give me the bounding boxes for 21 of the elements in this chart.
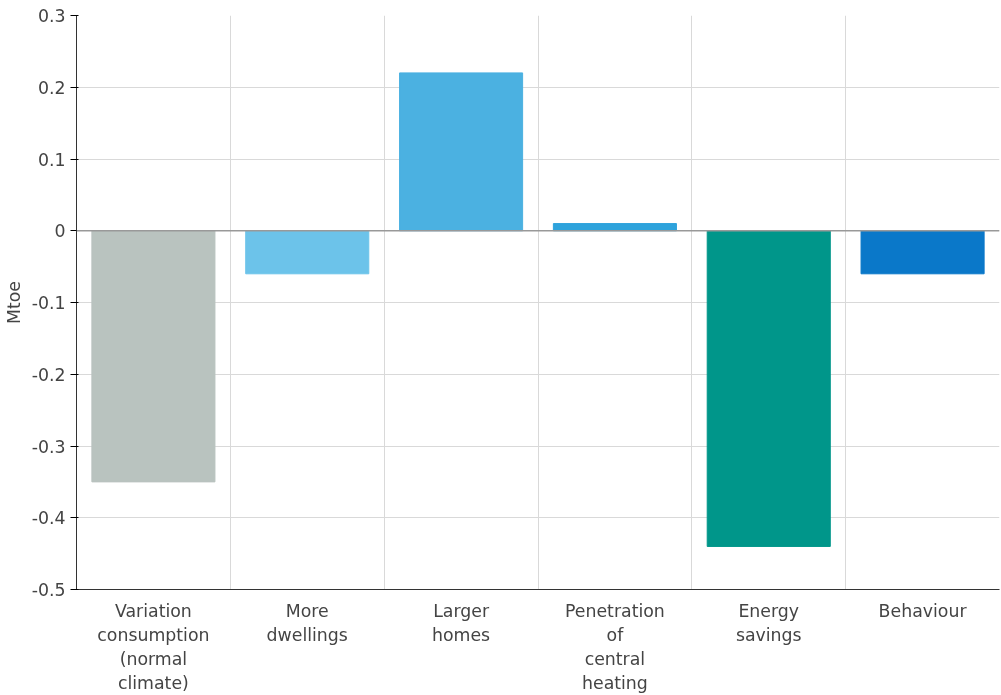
bar bbox=[860, 230, 985, 275]
x-tick-label: Energy savings bbox=[735, 600, 802, 645]
x-tick-label: Variation consumption (normal climate) bbox=[97, 600, 210, 693]
bar bbox=[399, 72, 524, 232]
y-tick-label: -0.3 bbox=[31, 436, 66, 457]
x-tick-label: Larger homes bbox=[432, 600, 491, 645]
y-axis-title: Mtoe bbox=[3, 280, 24, 324]
y-tick-label: -0.1 bbox=[31, 293, 66, 313]
y-tick-label: 0.1 bbox=[37, 149, 66, 170]
y-tick-label: -0.5 bbox=[31, 580, 66, 600]
y-tick-label: 0.3 bbox=[37, 6, 66, 26]
y-tick-label: 0.2 bbox=[37, 77, 66, 98]
bar bbox=[91, 230, 216, 483]
x-tick-label: Behaviour bbox=[878, 600, 968, 621]
bar bbox=[245, 230, 370, 275]
y-tick-label: -0.4 bbox=[31, 508, 66, 529]
x-tick-label: Penetration of central heating bbox=[564, 600, 665, 693]
y-tick-label: -0.2 bbox=[31, 364, 66, 385]
y-tick-label: 0 bbox=[54, 221, 66, 242]
bar bbox=[706, 230, 831, 547]
x-tick-label: More dwellings bbox=[266, 600, 348, 645]
